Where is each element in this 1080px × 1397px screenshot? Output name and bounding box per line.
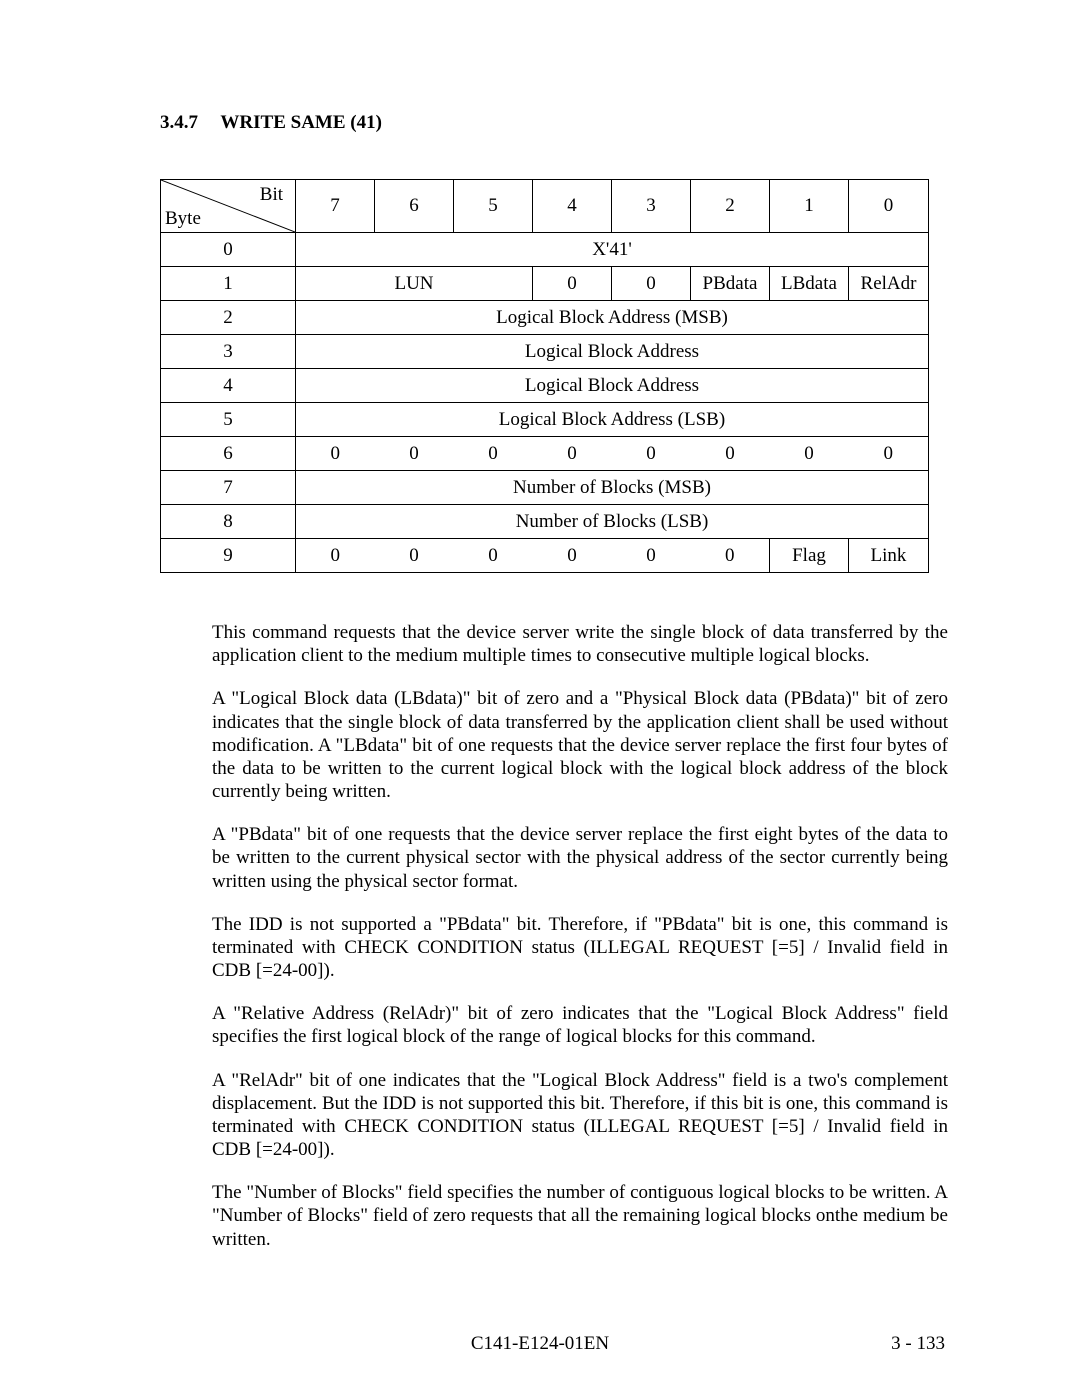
cell: Logical Block Address (296, 369, 929, 403)
cell: Number of Blocks (MSB) (296, 471, 929, 505)
cell: 0 (691, 539, 770, 573)
cell: X'41' (296, 233, 929, 267)
table-row: 6 0 0 0 0 0 0 0 0 (161, 437, 929, 471)
cell: PBdata (691, 267, 770, 301)
byte-index: 7 (161, 471, 296, 505)
bit-header: 7 (296, 180, 375, 233)
cdb-table: Bit Byte 7 6 5 4 3 2 1 0 0 X'41' 1 LUN 0… (160, 179, 929, 573)
paragraph: A "RelAdr" bit of one indicates that the… (212, 1069, 948, 1162)
section-heading: 3.4.7 WRITE SAME (41) (160, 112, 945, 134)
cell: 0 (533, 267, 612, 301)
byte-index: 4 (161, 369, 296, 403)
bit-header: 4 (533, 180, 612, 233)
table-row: 3 Logical Block Address (161, 335, 929, 369)
cell: 0 (454, 437, 533, 471)
byte-index: 5 (161, 403, 296, 437)
bit-header: 6 (375, 180, 454, 233)
byte-label: Byte (165, 208, 201, 230)
cell: 0 (533, 437, 612, 471)
bit-header: 0 (849, 180, 929, 233)
byte-index: 2 (161, 301, 296, 335)
cell: 0 (375, 539, 454, 573)
corner-cell: Bit Byte (161, 180, 296, 233)
byte-index: 9 (161, 539, 296, 573)
table-row: 4 Logical Block Address (161, 369, 929, 403)
table-row: 7 Number of Blocks (MSB) (161, 471, 929, 505)
paragraph: A "Relative Address (RelAdr)" bit of zer… (212, 1002, 948, 1048)
table-row: 1 LUN 0 0 PBdata LBdata RelAdr (161, 267, 929, 301)
cell: 0 (691, 437, 770, 471)
paragraph: A "PBdata" bit of one requests that the … (212, 823, 948, 893)
cell: Logical Block Address (296, 335, 929, 369)
table-header-row: Bit Byte 7 6 5 4 3 2 1 0 (161, 180, 929, 233)
bit-header: 5 (454, 180, 533, 233)
bit-header: 3 (612, 180, 691, 233)
table-row: 5 Logical Block Address (LSB) (161, 403, 929, 437)
table-row: 9 0 0 0 0 0 0 Flag Link (161, 539, 929, 573)
cell: Number of Blocks (LSB) (296, 505, 929, 539)
cell: 0 (612, 437, 691, 471)
cell: Flag (770, 539, 849, 573)
section-number: 3.4.7 (160, 112, 216, 134)
bit-header: 2 (691, 180, 770, 233)
bit-header: 1 (770, 180, 849, 233)
cell: Logical Block Address (MSB) (296, 301, 929, 335)
cell: 0 (454, 539, 533, 573)
byte-index: 6 (161, 437, 296, 471)
footer-page-number: 3 - 133 (891, 1333, 945, 1355)
cell: 0 (612, 539, 691, 573)
cell: 0 (849, 437, 929, 471)
cell: RelAdr (849, 267, 929, 301)
cell: 0 (533, 539, 612, 573)
cell: 0 (770, 437, 849, 471)
cell: Logical Block Address (LSB) (296, 403, 929, 437)
bit-label: Bit (260, 184, 283, 206)
table-row: 2 Logical Block Address (MSB) (161, 301, 929, 335)
paragraph: This command requests that the device se… (212, 621, 948, 667)
cell: LBdata (770, 267, 849, 301)
section-title: WRITE SAME (41) (220, 112, 382, 133)
byte-index: 8 (161, 505, 296, 539)
cell: Link (849, 539, 929, 573)
cell: 0 (612, 267, 691, 301)
cell: 0 (296, 539, 375, 573)
cell: LUN (296, 267, 533, 301)
byte-index: 0 (161, 233, 296, 267)
byte-index: 1 (161, 267, 296, 301)
byte-index: 3 (161, 335, 296, 369)
cell: 0 (296, 437, 375, 471)
table-row: 0 X'41' (161, 233, 929, 267)
cell: 0 (375, 437, 454, 471)
paragraph: The IDD is not supported a "PBdata" bit.… (212, 913, 948, 983)
table-row: 8 Number of Blocks (LSB) (161, 505, 929, 539)
paragraph: The "Number of Blocks" field specifies t… (212, 1181, 948, 1251)
body-text: This command requests that the device se… (212, 621, 948, 1251)
page: 3.4.7 WRITE SAME (41) Bit Byte 7 6 5 4 3… (0, 0, 1080, 1397)
paragraph: A "Logical Block data (LBdata)" bit of z… (212, 687, 948, 803)
